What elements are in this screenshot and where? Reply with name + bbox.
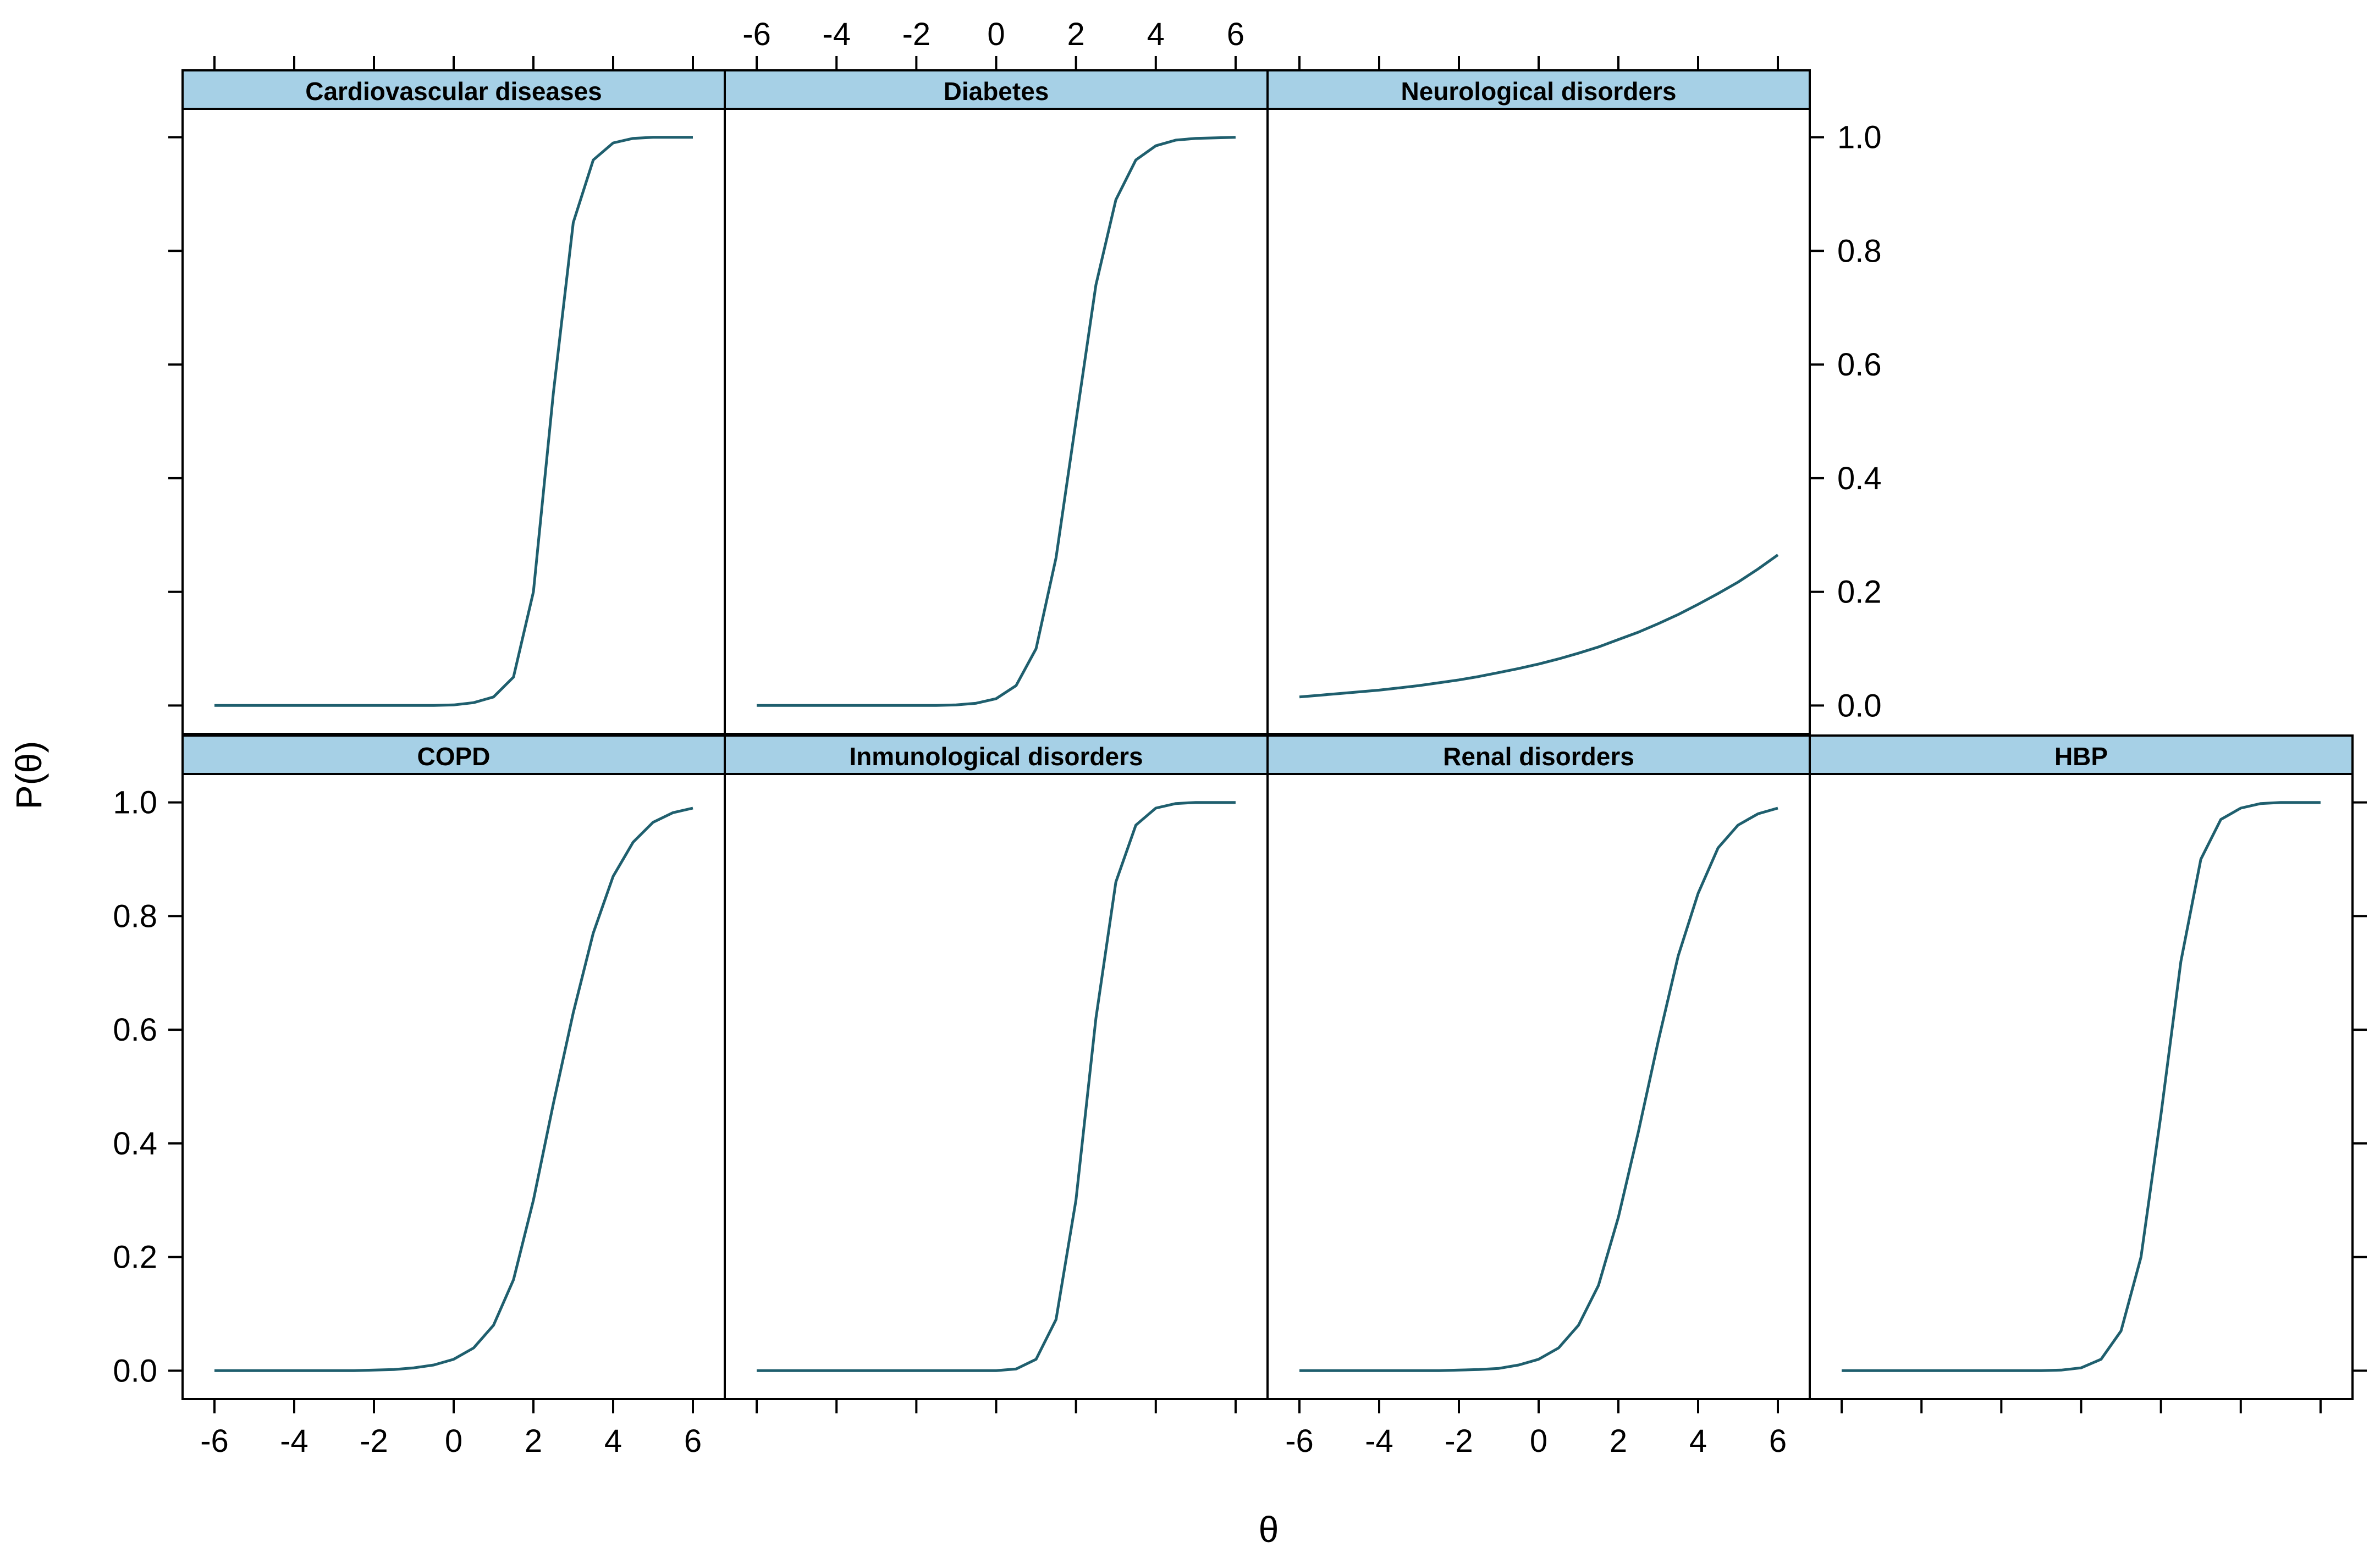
x-tick-label: -2	[1445, 1423, 1473, 1459]
y-tick-label: 0.2	[1837, 574, 1882, 610]
x-tick-label: -6	[1285, 1423, 1314, 1459]
x-tick-label: 0	[445, 1423, 462, 1459]
x-tick-label: 4	[1689, 1423, 1707, 1459]
panel-cardiovascular-diseases: Cardiovascular diseases	[168, 56, 726, 735]
strip-label: Diabetes	[944, 77, 1049, 106]
strip-label: HBP	[2054, 742, 2108, 771]
y-tick-label: 0.2	[113, 1240, 157, 1275]
y-tick-label: 0.6	[1837, 347, 1882, 383]
panel-renal-disorders: Renal disorders -6 -4 -2 0 2 4 6	[1266, 734, 1811, 1459]
panel-frame	[1266, 108, 1811, 735]
x-tick-label: -4	[822, 16, 851, 52]
series-line	[757, 136, 1236, 707]
x-tick-label: 2	[525, 1423, 542, 1459]
x-tick-label: 6	[684, 1423, 702, 1459]
y-tick-label: 0.8	[113, 898, 157, 934]
series-line	[1299, 554, 1779, 699]
y-tick-label: 0.4	[1837, 461, 1882, 496]
series-line	[214, 806, 693, 1372]
panel-frame	[181, 773, 726, 1400]
y-tick-label: 0.0	[1837, 688, 1882, 723]
y-tick-label: 1.0	[1837, 120, 1882, 156]
strip-header	[724, 734, 1269, 775]
panel-frame	[1266, 773, 1811, 1400]
panel-hbp: HBP	[1809, 734, 2367, 1413]
panel-diabetes: Diabetes -6 -4 -2 0 2 4 6	[724, 16, 1269, 735]
strip-header	[1266, 734, 1811, 775]
x-tick-label: -6	[742, 16, 771, 52]
x-tick-label: 2	[1610, 1423, 1627, 1459]
series-line	[214, 136, 693, 707]
series-line	[757, 801, 1236, 1372]
strip-label: Inmunological disorders	[849, 742, 1143, 771]
x-tick-label: -6	[200, 1423, 229, 1459]
x-tick-label: 6	[1769, 1423, 1787, 1459]
strip-header	[1809, 734, 2354, 775]
x-tick-label: 6	[1227, 16, 1244, 52]
panel-copd: COPD -6 -4 -2 0 2 4 6 0.0 0.2 0.4 0.6 0.8 1.0	[113, 734, 726, 1459]
y-tick-label: 0.4	[113, 1126, 157, 1162]
x-tick-label: -2	[902, 16, 931, 52]
strip-label: Neurological disorders	[1401, 77, 1676, 106]
strip-label: Renal disorders	[1443, 742, 1634, 771]
strip-label: COPD	[417, 742, 491, 771]
panel-frame	[181, 108, 726, 735]
x-axis-title: θ	[1259, 1509, 1279, 1550]
x-tick-label: 2	[1067, 16, 1085, 52]
panel-frame	[724, 773, 1269, 1400]
strip-label: Cardiovascular diseases	[305, 77, 602, 106]
strip-header	[1266, 69, 1811, 110]
series-line	[1299, 806, 1778, 1372]
x-tick-label: 0	[987, 16, 1005, 52]
y-tick-label: 0.6	[113, 1012, 157, 1048]
x-tick-label: 0	[1530, 1423, 1547, 1459]
x-tick-label: 4	[1147, 16, 1165, 52]
x-tick-label: -2	[360, 1423, 388, 1459]
panel-inmunological-disorders: Inmunological disorders	[724, 734, 1269, 1413]
panel-frame	[724, 108, 1269, 735]
strip-header	[181, 69, 726, 110]
y-axis-title: P(θ)	[8, 741, 49, 810]
panel-neurological-disorders: Neurological disorders 0.0 0.2 0.4 0.6 0.8 1.0	[1266, 56, 1882, 735]
y-tick-label: 0.0	[113, 1353, 157, 1389]
x-tick-label: -4	[1365, 1423, 1393, 1459]
y-tick-label: 0.8	[1837, 233, 1882, 269]
y-tick-label: 1.0	[113, 785, 157, 821]
series-line	[1842, 801, 2321, 1372]
x-tick-label: 4	[604, 1423, 622, 1459]
panel-frame	[1809, 773, 2354, 1400]
x-tick-label: -4	[280, 1423, 308, 1459]
panel-grid: Cardiovascular diseases Diabetes -6 -4 -2 0 2 4…	[113, 16, 2367, 1459]
